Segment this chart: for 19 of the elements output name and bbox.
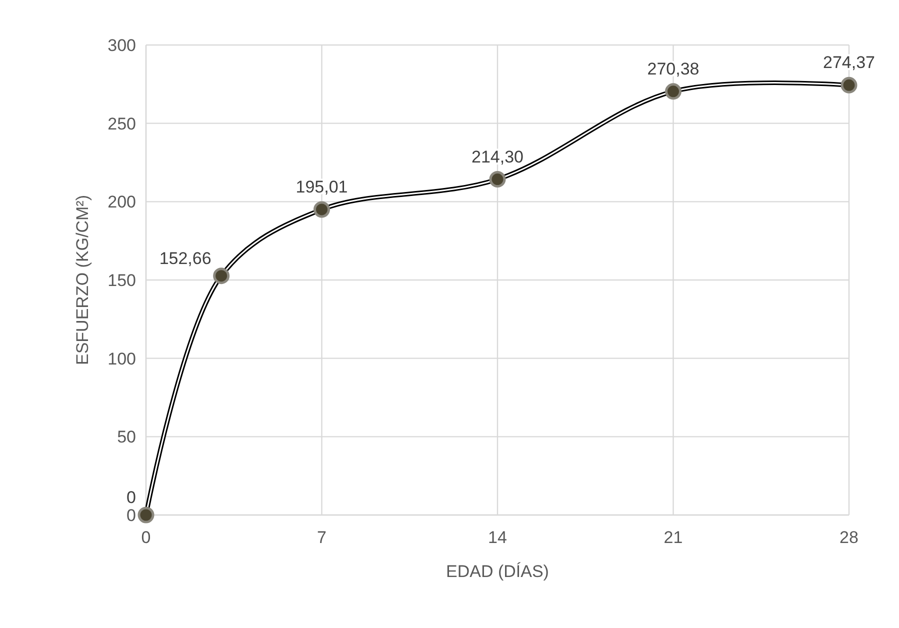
y-tick-label: 150: [108, 270, 136, 290]
x-tick-label: 28: [840, 528, 858, 547]
y-tick-label: 200: [108, 192, 136, 212]
data-label: 270,38: [647, 59, 700, 78]
data-label: 214,30: [472, 147, 524, 166]
x-axis-title: EDAD (DÍAS): [446, 562, 549, 581]
x-tick-label: 21: [664, 528, 683, 547]
x-tick-label: 7: [317, 528, 326, 547]
x-tick-label: 0: [141, 528, 151, 547]
data-label: 152,66: [159, 248, 212, 268]
y-tick-label: 50: [117, 428, 136, 447]
y-tick-label: 300: [108, 36, 136, 55]
x-tick-label: 14: [488, 528, 507, 547]
y-tick-label: 250: [108, 114, 136, 134]
data-label: 274,37: [823, 53, 875, 72]
y-tick-label: 100: [108, 349, 136, 368]
y-axis-title: ESFUERZO (KG/CM²): [73, 195, 92, 365]
y-tick-label: 0: [126, 506, 136, 525]
data-label: 195,01: [296, 177, 348, 196]
